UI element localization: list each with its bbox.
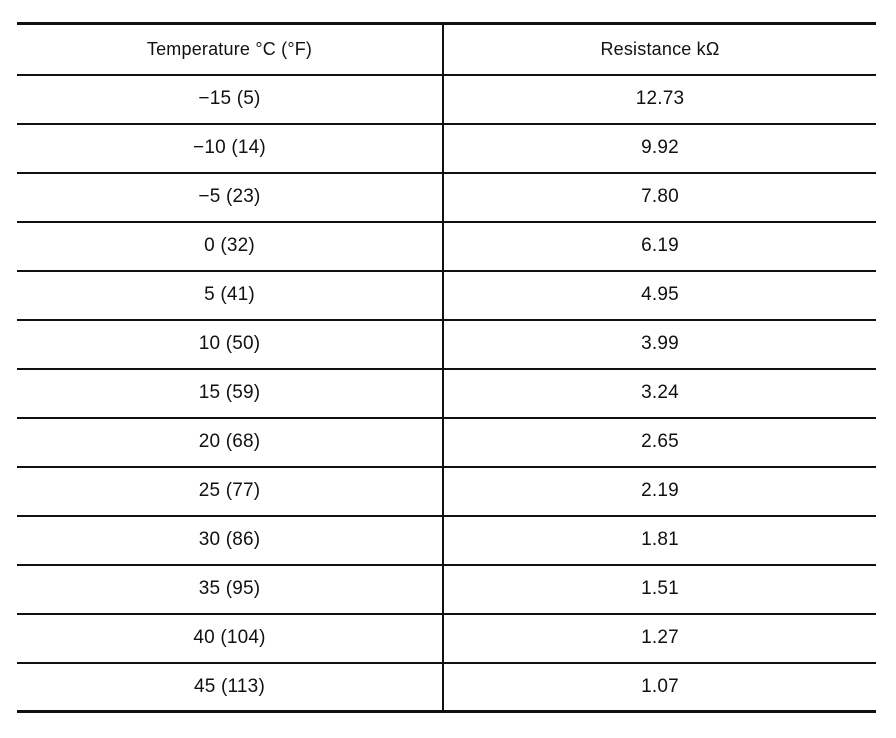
resistance-table-container: Temperature °C (°F) Resistance kΩ −15 (5… (17, 22, 876, 713)
resistance-cell: 1.81 (443, 515, 876, 566)
temperature-cell: −15 (5) (17, 74, 444, 125)
table-row: −5 (23) 7.80 (17, 172, 876, 223)
table-row: 20 (68) 2.65 (17, 417, 876, 468)
temperature-cell: 35 (95) (17, 564, 444, 615)
temperature-cell: 25 (77) (17, 466, 444, 517)
table-row: 25 (77) 2.19 (17, 466, 876, 517)
resistance-cell: 3.99 (443, 319, 876, 370)
temperature-resistance-table: Temperature °C (°F) Resistance kΩ −15 (5… (17, 22, 876, 713)
temperature-cell: 5 (41) (17, 270, 444, 321)
resistance-cell: 1.51 (443, 564, 876, 615)
resistance-cell: 12.73 (443, 74, 876, 125)
table-header-row: Temperature °C (°F) Resistance kΩ (17, 22, 876, 76)
resistance-cell: 1.27 (443, 613, 876, 664)
temperature-column-header: Temperature °C (°F) (17, 22, 444, 76)
resistance-cell: 4.95 (443, 270, 876, 321)
table-row: 15 (59) 3.24 (17, 368, 876, 419)
resistance-cell: 1.07 (443, 662, 876, 713)
temperature-cell: −5 (23) (17, 172, 444, 223)
table-row: −10 (14) 9.92 (17, 123, 876, 174)
temperature-cell: 45 (113) (17, 662, 444, 713)
temperature-cell: 20 (68) (17, 417, 444, 468)
temperature-cell: 0 (32) (17, 221, 444, 272)
table-row: 10 (50) 3.99 (17, 319, 876, 370)
temperature-cell: 10 (50) (17, 319, 444, 370)
resistance-cell: 2.65 (443, 417, 876, 468)
table-row: 30 (86) 1.81 (17, 515, 876, 566)
temperature-cell: 30 (86) (17, 515, 444, 566)
table-row: 0 (32) 6.19 (17, 221, 876, 272)
resistance-cell: 2.19 (443, 466, 876, 517)
temperature-cell: 40 (104) (17, 613, 444, 664)
table-row: 35 (95) 1.51 (17, 564, 876, 615)
resistance-cell: 6.19 (443, 221, 876, 272)
table-row: −15 (5) 12.73 (17, 74, 876, 125)
temperature-cell: 15 (59) (17, 368, 444, 419)
temperature-cell: −10 (14) (17, 123, 444, 174)
resistance-cell: 9.92 (443, 123, 876, 174)
table-row: 5 (41) 4.95 (17, 270, 876, 321)
resistance-cell: 3.24 (443, 368, 876, 419)
resistance-cell: 7.80 (443, 172, 876, 223)
table-row: 40 (104) 1.27 (17, 613, 876, 664)
resistance-column-header: Resistance kΩ (443, 22, 876, 76)
table-row: 45 (113) 1.07 (17, 662, 876, 713)
